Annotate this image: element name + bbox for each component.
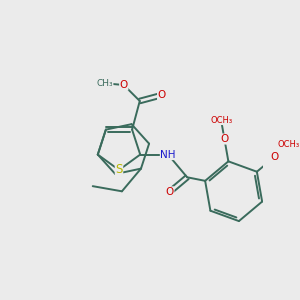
Text: S: S — [115, 164, 123, 176]
Text: O: O — [220, 134, 229, 144]
Text: CH₃: CH₃ — [96, 79, 113, 88]
Text: O: O — [158, 90, 166, 100]
Text: OCH₃: OCH₃ — [278, 140, 300, 149]
Text: O: O — [166, 187, 174, 197]
Text: O: O — [270, 152, 278, 162]
Text: NH: NH — [160, 150, 176, 160]
Text: O: O — [120, 80, 128, 90]
Text: OCH₃: OCH₃ — [210, 116, 232, 124]
